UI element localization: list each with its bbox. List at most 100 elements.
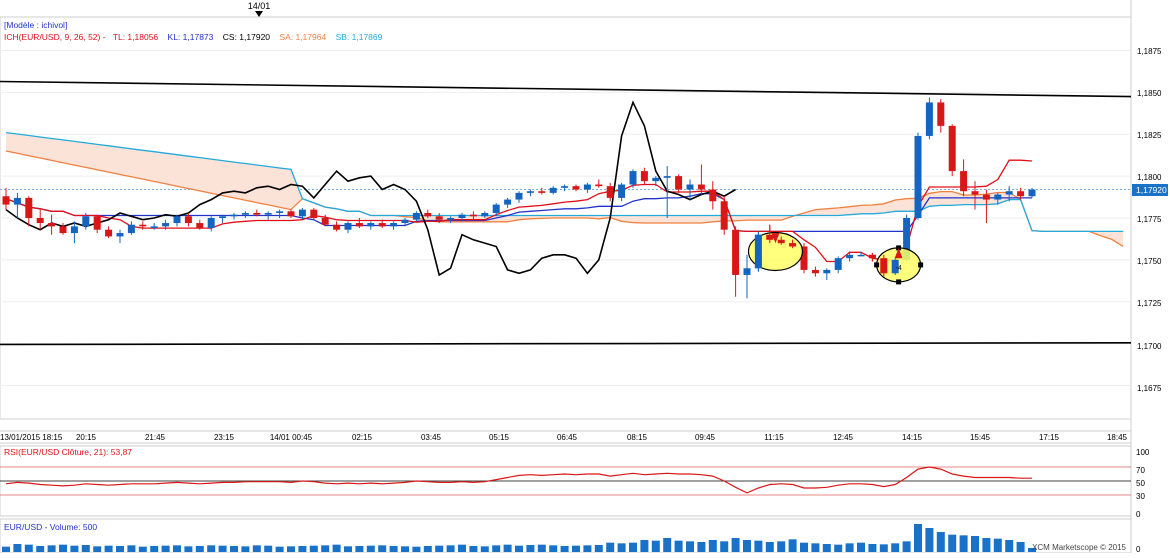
candle — [367, 221, 375, 230]
rsi-tick: 30 — [1136, 492, 1145, 501]
candle-body — [606, 186, 614, 198]
candle-body — [492, 204, 500, 213]
legend-kl: KL: 1,17873 — [168, 32, 214, 42]
volume-bar — [845, 543, 854, 552]
price-tick: 1,1850 — [1137, 89, 1162, 98]
candle-body — [857, 254, 865, 257]
candle-body — [424, 212, 432, 217]
volume-bar — [515, 545, 523, 552]
volume-bar — [788, 539, 797, 552]
candle — [412, 211, 420, 222]
price-tick: 1,1800 — [1137, 173, 1162, 182]
candle — [618, 182, 626, 202]
candle-body — [937, 102, 945, 126]
candle-body — [925, 102, 933, 136]
candle-body — [355, 223, 363, 227]
volume-bar — [959, 535, 968, 552]
candle — [70, 221, 78, 244]
candle-body — [561, 186, 569, 188]
volume-bar — [629, 542, 637, 552]
date-marker-arrow — [255, 11, 263, 17]
candle-body — [287, 211, 295, 217]
candle-body — [526, 191, 534, 193]
candle — [675, 174, 683, 193]
candle — [173, 214, 181, 227]
volume-title: EUR/USD - Volume: 500 — [4, 522, 97, 532]
candle — [435, 212, 443, 224]
candle-body — [618, 184, 626, 198]
candle — [800, 243, 808, 274]
candle-body — [549, 187, 557, 193]
volume-bar — [104, 545, 113, 552]
candle — [105, 226, 113, 239]
candle — [583, 182, 591, 193]
volume-bar — [344, 546, 352, 552]
candle — [914, 132, 922, 220]
volume-bar — [1005, 540, 1014, 552]
volume-bar — [879, 544, 888, 552]
candle-body — [538, 191, 546, 193]
candle-body — [321, 218, 329, 225]
candle — [230, 212, 238, 220]
candle-body — [823, 269, 831, 274]
volume-bar — [332, 544, 341, 552]
candle-body — [25, 197, 33, 218]
volume-bar — [492, 545, 501, 552]
candle-body — [1005, 191, 1013, 195]
volume-bar — [252, 545, 261, 552]
rsi-tick: 0 — [1136, 510, 1141, 519]
volume-bar — [150, 546, 159, 552]
volume-bar — [572, 545, 580, 552]
candle — [241, 211, 249, 218]
candle-body — [880, 258, 888, 274]
candle-body — [310, 209, 318, 218]
candle — [937, 99, 945, 133]
candle-body — [1028, 189, 1036, 197]
volume-bar — [446, 545, 455, 552]
volume-bar — [1028, 548, 1036, 552]
volume-bar — [594, 545, 603, 552]
volume-bar — [993, 538, 1002, 552]
rsi-axis: 100 70 50 30 0 — [1136, 448, 1150, 519]
volume-bar — [138, 546, 147, 552]
candle — [82, 212, 90, 230]
volume-bar — [526, 545, 535, 552]
volume-bar — [606, 542, 615, 552]
candle-body — [971, 191, 979, 195]
candle — [207, 216, 215, 232]
volume-bar — [549, 545, 558, 552]
volume-bar — [355, 546, 364, 552]
candle — [709, 181, 717, 210]
candle-body — [743, 268, 751, 275]
candle-body — [127, 224, 135, 234]
candle-body — [184, 216, 192, 224]
candle — [732, 226, 740, 297]
volume-bar — [389, 546, 398, 552]
candle-body — [390, 223, 398, 227]
volume-bar — [298, 546, 307, 552]
candle-body — [732, 229, 740, 275]
current-price-marker — [1132, 184, 1168, 196]
volume-bar — [834, 544, 843, 552]
volume-bar — [230, 546, 238, 552]
legend-cs: CS: 1,17920 — [223, 32, 271, 42]
volume-bar — [264, 545, 273, 552]
volume-bar — [93, 546, 102, 552]
candle — [390, 221, 398, 230]
candle-body — [458, 214, 466, 218]
candle — [994, 192, 1002, 205]
candle-body — [789, 243, 797, 247]
volume-bar — [708, 540, 717, 552]
volume-bar — [560, 546, 569, 552]
date-marker-label: 14/01 — [248, 1, 271, 11]
signal-highlights: -4 — [747, 224, 924, 285]
candle — [595, 179, 603, 188]
candle — [686, 179, 694, 200]
candle — [469, 211, 477, 220]
time-label: 14/01 00:45 — [270, 433, 313, 442]
time-label: 11:15 — [764, 433, 784, 442]
candle-body — [59, 226, 67, 234]
candle-body — [663, 176, 671, 178]
price-tick: 1,1875 — [1137, 47, 1162, 56]
candle — [572, 184, 580, 192]
